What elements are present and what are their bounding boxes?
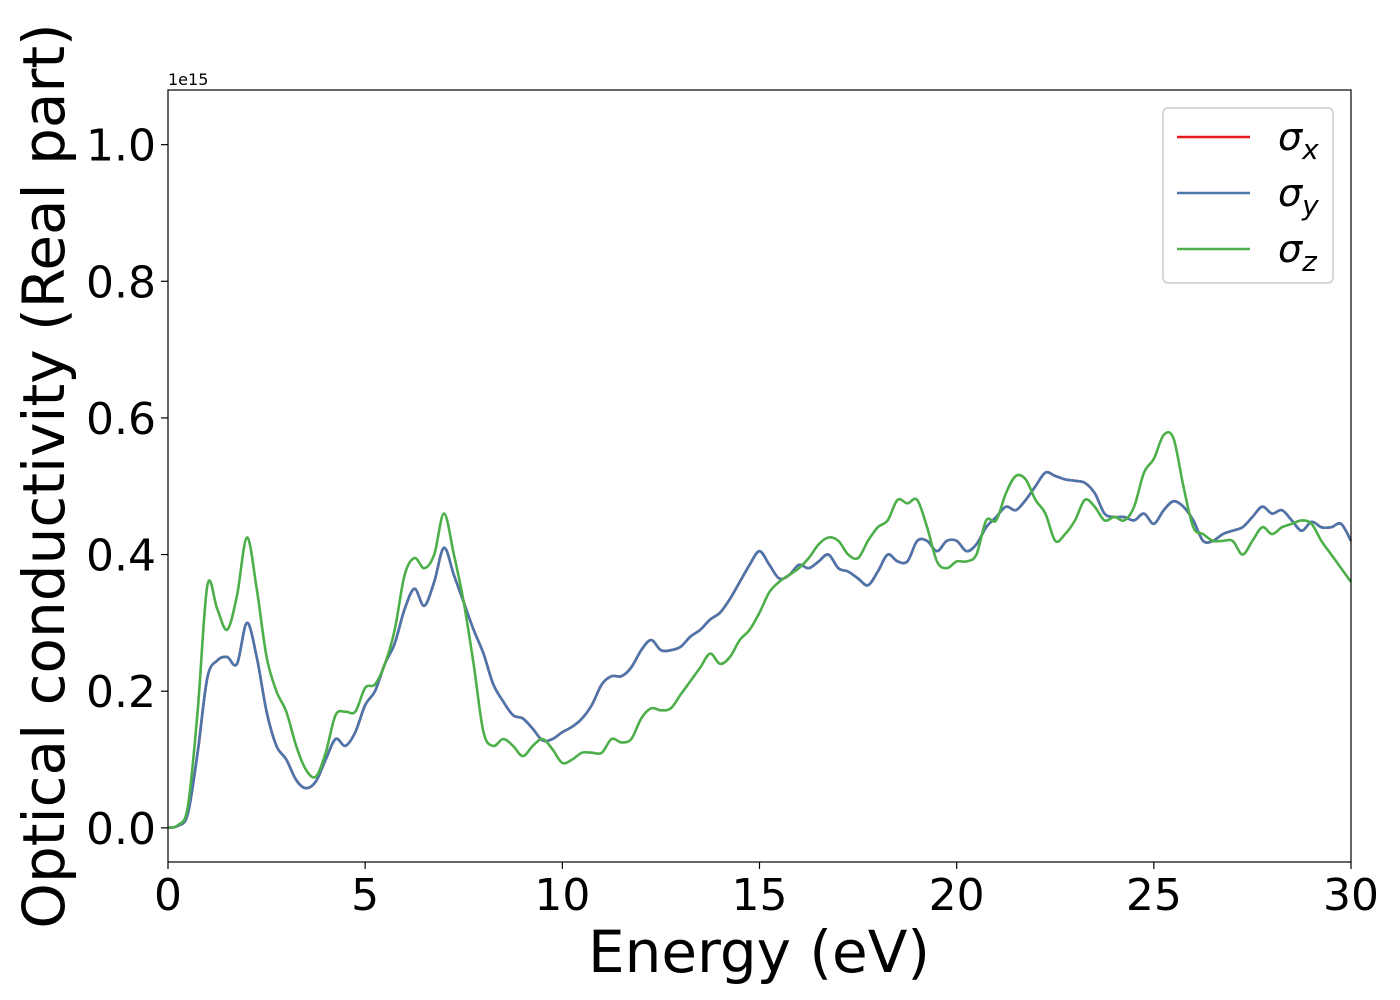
y-tick-label: 0.6 xyxy=(86,394,156,445)
x-tick-label: 20 xyxy=(929,870,985,921)
legend-label-y: σy xyxy=(1278,171,1319,222)
series-lines xyxy=(167,430,1353,830)
y-tick-label: 0.4 xyxy=(86,531,156,582)
x-axis: 0 5 10 15 20 25 30 xyxy=(154,862,1379,921)
plot-frame xyxy=(167,89,1352,863)
series-line-z xyxy=(167,430,1353,830)
x-tick-label: 15 xyxy=(732,870,788,921)
x-tick-label: 0 xyxy=(154,870,182,921)
y-tick-label: 0.0 xyxy=(86,804,156,855)
x-tick-label: 5 xyxy=(351,870,379,921)
legend-label-z: σz xyxy=(1278,227,1318,278)
x-tick-label: 10 xyxy=(534,870,590,921)
y-tick-label: 0.8 xyxy=(86,257,156,308)
x-tick-label: 30 xyxy=(1323,870,1379,921)
series-line-y xyxy=(167,470,1353,830)
x-axis-label: Energy (eV) xyxy=(588,918,930,986)
legend-label-x: σx xyxy=(1278,115,1319,166)
y-tick-label: 0.2 xyxy=(86,667,156,718)
legend-box xyxy=(1162,107,1334,284)
y-tick-label: 1.0 xyxy=(86,121,156,172)
y-offset-label: 1e15 xyxy=(168,70,208,89)
plot-area xyxy=(168,90,1351,862)
y-axis-label: Optical conductivity (Real part) xyxy=(10,23,78,928)
x-tick-label: 25 xyxy=(1126,870,1182,921)
y-axis: 0.0 0.2 0.4 0.6 0.8 1.0 xyxy=(86,121,168,855)
